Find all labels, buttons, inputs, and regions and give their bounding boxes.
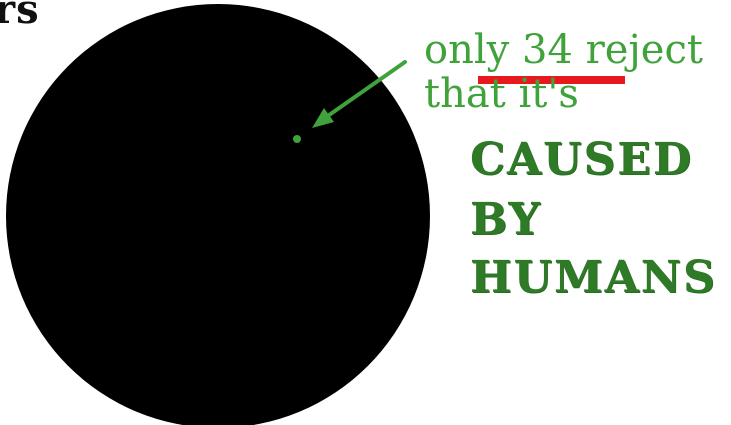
annotation-suffix: reject xyxy=(572,27,703,73)
caps-line-caused: CAUSED xyxy=(470,134,693,185)
large-black-circle xyxy=(6,4,430,425)
small-green-dot xyxy=(293,135,301,143)
caps-line-humans: HUMANS xyxy=(470,252,717,303)
annotation-number: 34 xyxy=(521,27,573,73)
red-underline xyxy=(478,76,625,84)
annotation-line-2: that it's xyxy=(424,71,579,117)
annotation-line-1: only 34 reject xyxy=(424,28,703,72)
green-arrow-icon xyxy=(312,60,407,128)
caps-line-by: BY xyxy=(470,194,542,245)
corner-text: rs xyxy=(0,0,40,33)
annotation-text: only 34 reject that it's xyxy=(424,28,703,116)
annotation-prefix: only xyxy=(424,27,522,73)
